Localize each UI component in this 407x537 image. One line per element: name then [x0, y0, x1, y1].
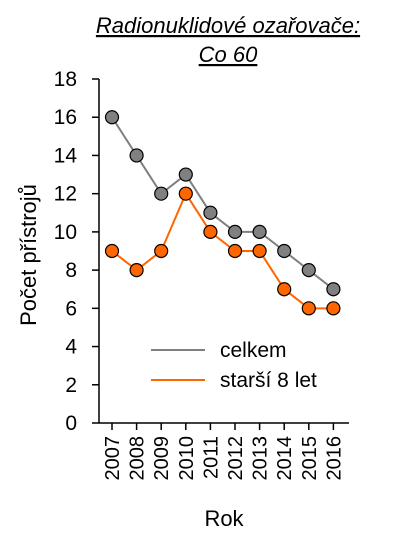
series-1-point: [104, 110, 120, 125]
series-1-point: [129, 148, 144, 163]
series-2-point: [203, 224, 218, 239]
series-1-point: [154, 186, 169, 201]
chart-title-line-2: Co 60: [199, 42, 258, 67]
series-1-point: [203, 205, 218, 220]
x-tick-label: 2008: [127, 436, 149, 481]
y-tick-label: 14: [54, 144, 78, 167]
y-tick-label: 10: [54, 221, 77, 244]
y-axis-label: Počet přístrojů: [16, 184, 41, 326]
legend-label-series-2: starší 8 let: [220, 369, 317, 392]
y-tick-label: 4: [65, 336, 77, 359]
y-tick-label: 16: [54, 106, 77, 129]
x-tick-label: 2016: [323, 436, 345, 481]
series-1-point: [252, 224, 267, 239]
series-2-point: [129, 263, 144, 278]
series-1-point: [277, 243, 292, 259]
x-tick-label: 2007: [102, 436, 124, 481]
x-tick-label: 2014: [274, 436, 296, 481]
series-2-point: [326, 301, 341, 316]
series-2-point: [178, 186, 193, 201]
series-1-point: [301, 263, 316, 278]
x-tick-label: 2011: [200, 436, 222, 479]
y-tick-label: 6: [65, 297, 77, 320]
chart-title-line-1: Radionuklidové ozařovače:: [96, 13, 360, 38]
series-2-point: [252, 243, 267, 259]
series-1-point: [326, 282, 341, 297]
y-tick-label: 2: [65, 374, 77, 397]
x-tick-label: 2012: [225, 436, 247, 481]
series-2-point: [104, 243, 120, 259]
series-2-point: [277, 282, 292, 297]
series-1-line: [111, 116, 335, 291]
x-tick-label: 2010: [176, 436, 198, 481]
x-tick-label: 2013: [250, 436, 272, 481]
series-1-point: [178, 167, 193, 182]
x-tick-label: 2015: [299, 436, 321, 481]
x-axis-label: Rok: [204, 506, 244, 531]
legend-label-series-1: celkem: [220, 339, 287, 362]
y-tick-label: 12: [54, 183, 77, 206]
series-2-point: [154, 243, 169, 259]
series-2-point: [227, 243, 243, 259]
legend: celkem starší 8 let: [151, 339, 317, 392]
series-1-point: [227, 224, 243, 239]
series-2-line: [111, 191, 334, 310]
y-tick-label: 0: [65, 412, 77, 435]
y-tick-label: 8: [65, 259, 77, 282]
x-tick-label: 2009: [151, 436, 173, 481]
y-tick-label: 18: [54, 68, 77, 91]
series-2-point: [301, 301, 316, 316]
